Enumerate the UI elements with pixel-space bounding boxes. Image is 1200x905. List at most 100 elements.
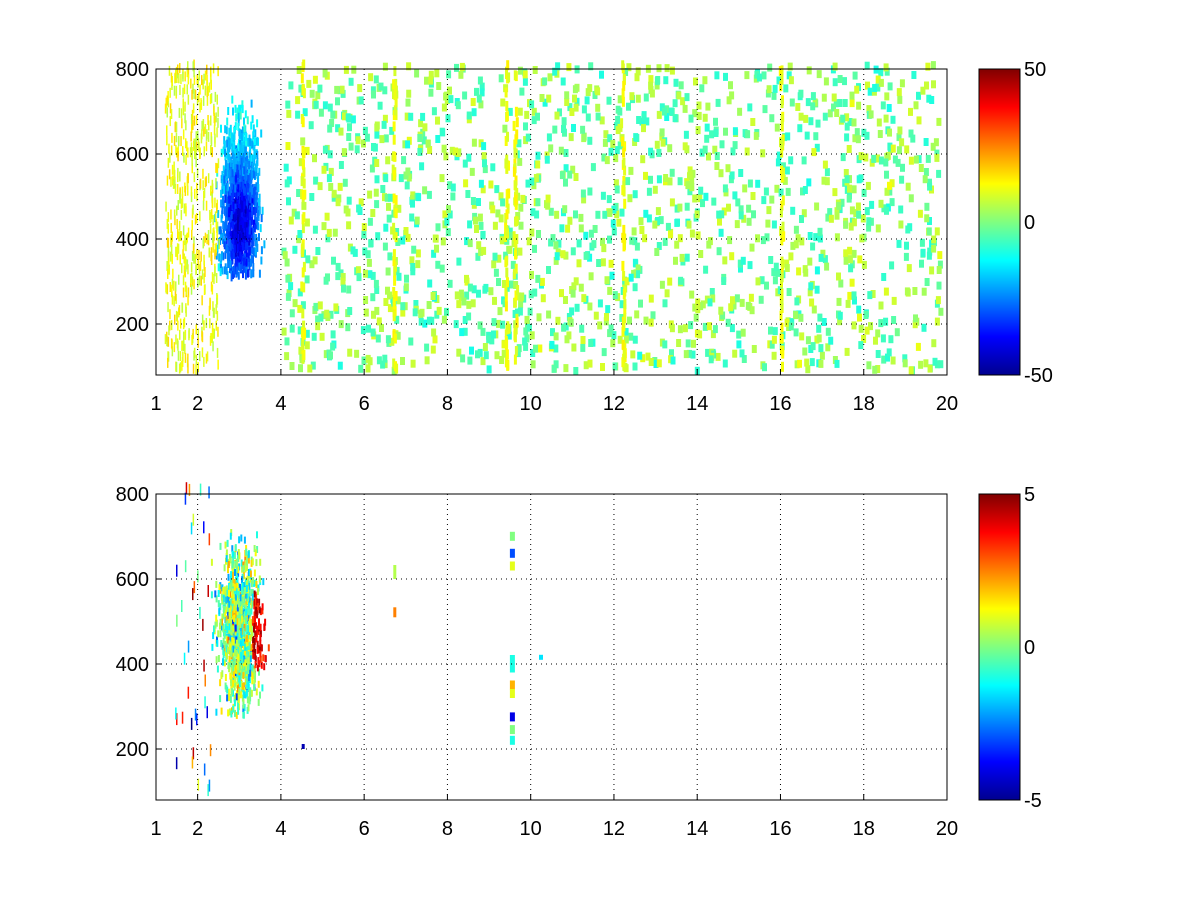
heatmap-cell (263, 663, 266, 671)
heatmap-cell (167, 157, 170, 168)
heatmap-cell (216, 310, 219, 321)
heatmap-cell (781, 221, 785, 232)
heatmap-cell (462, 316, 468, 324)
heatmap-cell (235, 237, 238, 246)
heatmap-cell (654, 140, 660, 149)
heatmap-cell (394, 291, 398, 301)
heatmap-cell (302, 190, 305, 200)
heatmap-cell (713, 129, 719, 137)
heatmap-cell (514, 249, 517, 260)
heatmap-cell (763, 187, 769, 196)
heatmap-cell (462, 91, 468, 100)
heatmap-cell (342, 112, 347, 121)
heatmap-cell (213, 227, 215, 238)
heatmap-cell (464, 274, 469, 283)
heatmap-cell (250, 559, 253, 567)
heatmap-cell (930, 142, 936, 151)
heatmap-cell (171, 231, 173, 242)
heatmap-cell (581, 294, 587, 303)
heatmap-cell (209, 223, 212, 234)
heatmap-cell (173, 161, 175, 172)
heatmap-cell (201, 314, 204, 325)
heatmap-cell (215, 162, 217, 173)
heatmap-cell (395, 238, 401, 246)
heatmap-cell (370, 293, 376, 302)
heatmap-cell (180, 231, 182, 242)
heatmap-cell (181, 711, 184, 724)
heatmap-cell (628, 166, 634, 175)
heatmap-cell (225, 266, 228, 275)
heatmap-cell (327, 103, 333, 112)
heatmap-cell (761, 196, 767, 205)
heatmap-cell (226, 150, 229, 159)
heatmap-cell (241, 200, 244, 209)
heatmap-cell (250, 689, 253, 697)
heatmap-cell (248, 582, 251, 590)
heatmap-cell (178, 107, 181, 118)
heatmap-cell (165, 97, 167, 108)
heatmap-cell (622, 321, 626, 332)
heatmap-cell (254, 206, 257, 215)
heatmap-cell (169, 103, 172, 114)
heatmap-cell (175, 144, 177, 155)
heatmap-cell (514, 180, 518, 191)
heatmap-cell (669, 349, 674, 358)
heatmap-cell (571, 124, 576, 132)
heatmap-cell (539, 277, 545, 286)
heatmap-cell (409, 213, 415, 222)
heatmap-cell (241, 126, 244, 135)
heatmap-cell (297, 230, 303, 238)
heatmap-cell (236, 107, 239, 116)
heatmap-cell (203, 191, 205, 201)
heatmap-cell (301, 158, 305, 169)
heatmap-cell (610, 339, 616, 348)
heatmap-cell (244, 663, 247, 671)
heatmap-cell (228, 144, 231, 153)
heatmap-cell (683, 350, 689, 359)
heatmap-cell (821, 93, 827, 102)
heatmap-cell (258, 167, 261, 176)
heatmap-cell (206, 80, 208, 90)
heatmap-cell (424, 76, 429, 85)
heatmap-cell (227, 260, 230, 268)
heatmap-cell (832, 188, 838, 197)
heatmap-cell (375, 334, 381, 343)
heatmap-cell (662, 107, 667, 116)
heatmap-cell (227, 596, 230, 603)
heatmap-cell (301, 201, 307, 210)
heatmap-cell (899, 175, 905, 184)
heatmap-cell (509, 680, 515, 690)
heatmap-cell (256, 150, 259, 159)
heatmap-cell (245, 258, 248, 267)
heatmap-cell (464, 237, 470, 246)
heatmap-cell (171, 278, 174, 289)
heatmap-cell (195, 157, 197, 168)
heatmap-cell (808, 282, 814, 291)
heatmap-cell (245, 161, 248, 170)
heatmap-cell (706, 152, 711, 161)
heatmap-cell (714, 71, 720, 80)
heatmap-cell (881, 355, 887, 364)
heatmap-cell (259, 224, 262, 233)
heatmap-cell (237, 122, 240, 131)
heatmap-cell (356, 204, 362, 213)
heatmap-cell (225, 645, 228, 653)
heatmap-cell (245, 625, 248, 633)
heatmap-cell (175, 281, 177, 292)
heatmap-cell (302, 108, 308, 117)
heatmap-cell (203, 126, 205, 137)
heatmap-cell (231, 143, 234, 152)
heatmap-cell (189, 147, 192, 158)
heatmap-cell (392, 299, 396, 310)
heatmap-cell (166, 107, 168, 118)
heatmap-cell (300, 189, 304, 200)
heatmap-cell (245, 640, 248, 648)
heatmap-cell (821, 176, 827, 185)
heatmap-cell (227, 230, 230, 238)
heatmap-cell (374, 200, 380, 209)
heatmap-cell (884, 152, 890, 161)
heatmap-cell (300, 281, 304, 292)
heatmap-cell (249, 138, 252, 147)
heatmap-cell (385, 286, 390, 295)
heatmap-cell (242, 220, 244, 229)
